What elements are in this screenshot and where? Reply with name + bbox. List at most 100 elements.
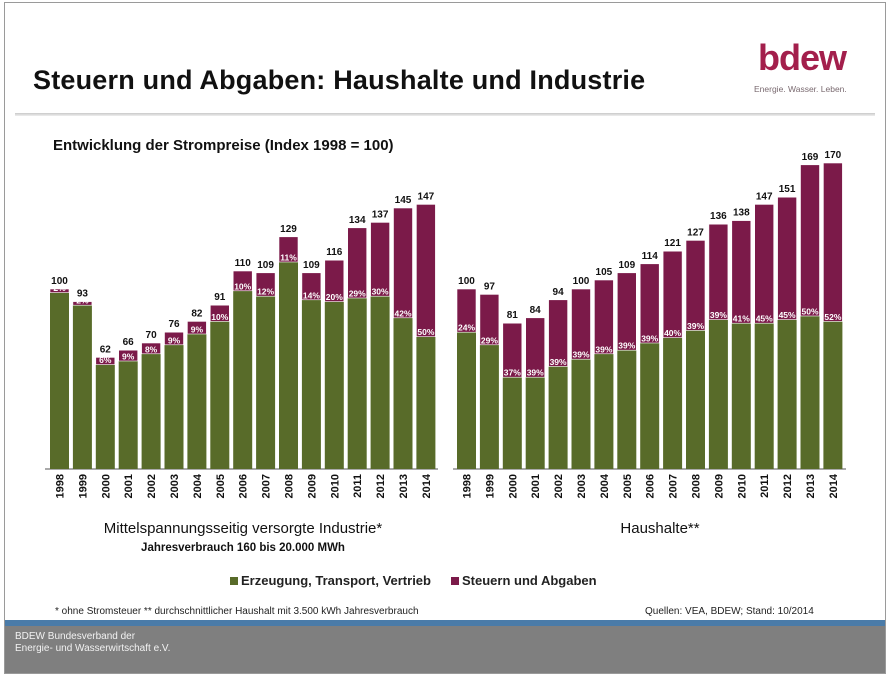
x-tick-label: 2004 [599,473,611,498]
x-axis-title-1: Mittelspannungsseitig versorgte Industri… [104,520,383,537]
bar-tax-2013 [393,207,413,319]
legend-label-tax: Steuern und Abgaben [461,573,597,588]
total-value-label: 100 [458,276,475,287]
x-tick-label: 2010 [329,474,341,498]
x-tick-label: 2007 [261,474,273,498]
tax-share-label: 39% [641,334,658,344]
x-tick-label: 1998 [55,474,67,498]
tax-share-label: 2% [76,296,89,306]
bar-base-2002 [141,353,161,469]
x-tick-label: 2009 [713,474,725,498]
bar-tax-1999 [72,301,93,306]
total-value-label: 134 [349,215,366,226]
slide-title: Steuern und Abgaben: Haushalte und Indus… [33,65,646,95]
tax-share-label: 9% [122,352,135,362]
total-value-label: 114 [642,251,659,262]
bar-base-2012 [777,319,797,469]
tax-share-label: 40% [664,328,681,338]
bar-base-2010 [324,301,344,469]
bar-base-1999 [72,305,92,469]
bar-base-2013 [800,316,820,469]
bar-base-2012 [370,296,390,469]
bar-tax-1998 [456,288,477,333]
bar-tax-2014 [416,204,436,337]
bar-base-2009 [708,319,728,469]
tax-share-label: 50% [801,307,818,317]
tax-share-label: 14% [303,290,320,300]
logo-wordmark: bdew [758,37,847,78]
total-value-label: 91 [214,292,226,303]
total-value-label: 145 [395,195,412,206]
x-tick-label: 1999 [77,474,89,498]
bar-base-2003 [164,344,184,469]
total-value-label: 81 [507,310,519,321]
x-tick-label: 2010 [736,474,748,498]
bar-base-2002 [548,366,568,469]
bar-tax-2008 [278,236,299,263]
tax-share-label: 41% [733,314,750,324]
bar-base-2004 [187,334,207,469]
tax-share-label: 42% [394,308,411,318]
total-value-label: 94 [553,287,565,298]
bar-tax-1998 [49,288,70,293]
bar-base-2009 [301,299,321,469]
bdew-logo: bdew Energie. Wasser. Leben. [752,37,862,101]
x-tick-label: 2003 [576,474,588,498]
total-value-label: 137 [372,209,389,220]
bar-tax-2003 [571,288,591,360]
bar-base-1998 [50,292,69,469]
bar-base-2003 [571,359,591,469]
tax-share-label: 24% [458,323,475,333]
bar-base-2014 [823,321,843,469]
x-tick-label: 2002 [553,474,565,498]
bar-base-2007 [663,337,683,469]
x-tick-label: 2001 [123,474,135,498]
x-tick-label: 2012 [375,474,387,498]
title-divider [15,113,875,116]
tax-share-label: 29% [481,335,498,345]
total-value-label: 127 [687,227,704,238]
bar-tax-2005 [210,304,230,322]
total-value-label: 97 [484,281,496,292]
total-value-label: 105 [596,267,613,278]
total-value-label: 147 [418,191,435,202]
bar-base-2007 [256,296,276,469]
tax-share-label: 10% [234,281,251,291]
total-value-label: 82 [191,308,203,319]
tax-share-label: 12% [257,287,274,297]
total-value-label: 147 [756,191,773,202]
bar-tax-2006 [639,263,660,344]
x-tick-label: 2000 [507,474,519,498]
chart-legend: Erzeugung, Transport, Vertrieb Steuern u… [230,573,597,588]
chart-title: Entwicklung der Strompreise (Index 1998 … [53,137,394,154]
tax-share-label: 39% [527,368,544,378]
bar-base-2008 [686,330,705,469]
bar-tax-2010 [731,220,752,324]
bar-base-2005 [617,350,637,469]
tax-share-label: 6% [99,355,112,365]
bar-tax-2000 [502,322,523,378]
bar-tax-2001 [525,317,546,378]
tax-share-label: 39% [572,350,589,360]
bar-tax-2012 [777,196,797,320]
bar-base-2014 [416,336,436,469]
bar-base-2004 [594,353,614,469]
bar-base-2013 [393,317,413,469]
tax-share-label: 39% [618,341,635,351]
sources-note: Quellen: VEA, BDEW; Stand: 10/2014 [645,606,814,617]
total-value-label: 129 [280,224,297,235]
total-value-label: 116 [326,247,343,258]
bar-tax-2006 [232,270,253,292]
bar-tax-2005 [616,272,637,351]
x-tick-label: 2005 [622,474,634,498]
bar-base-2008 [279,262,298,469]
bar-tax-2002 [141,342,161,355]
tax-share-label: 2% [53,283,66,293]
tax-share-label: 10% [211,312,228,322]
bar-base-2005 [210,321,230,469]
tax-share-label: 39% [710,310,727,320]
total-value-label: 151 [779,184,796,195]
tax-share-label: 37% [504,368,521,378]
bar-base-2000 [502,377,522,469]
footer-line-2: Energie- und Wasserwirtschaft e.V. [15,643,171,654]
